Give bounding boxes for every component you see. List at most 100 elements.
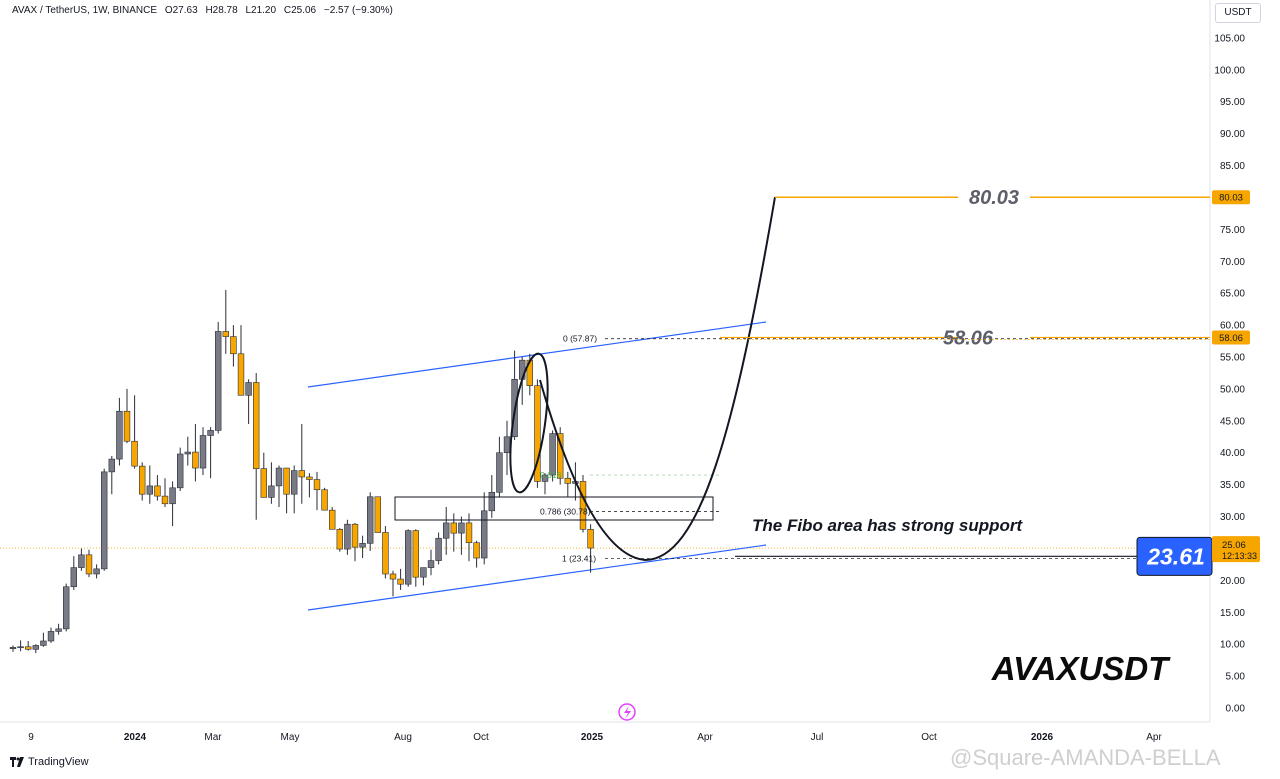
candle-body <box>382 532 389 575</box>
time-tick-label: 2026 <box>1031 732 1054 743</box>
candle-body <box>78 554 85 568</box>
candle-body <box>313 479 321 491</box>
candle-body <box>465 522 473 544</box>
tradingview-logo-icon <box>10 757 24 767</box>
time-axis[interactable]: 9 2024 Mar May Aug Oct 2025 Apr Jul Oct 2026 Apr <box>28 732 1162 743</box>
tradingview-brand[interactable]: TradingView <box>10 756 89 768</box>
candle-body <box>253 382 260 469</box>
candle-body <box>24 646 32 650</box>
candle-body <box>161 495 169 505</box>
current-price-countdown: 12:13:33 <box>1222 551 1257 561</box>
candle-body <box>9 647 17 649</box>
price-tick-label: 20.00 <box>1220 576 1245 587</box>
candle-body <box>275 467 283 487</box>
fib-level-label: 1 (23.41) <box>562 554 596 564</box>
candle-body <box>93 568 100 575</box>
candle-body <box>139 465 146 495</box>
ohlc-close: C25.06 <box>283 5 317 16</box>
candle-body <box>215 331 222 431</box>
price-tick-label: 35.00 <box>1220 480 1245 491</box>
candle-body <box>131 440 138 467</box>
currency-label[interactable]: USDT <box>1215 3 1261 23</box>
candle-body <box>473 542 480 559</box>
price-tick-label: 45.00 <box>1220 416 1245 427</box>
time-tick-label: Apr <box>697 732 713 743</box>
spike-ellipse <box>509 352 549 494</box>
candle-body <box>480 510 488 559</box>
ohlc-open: O27.63 <box>164 5 198 16</box>
symbol-title[interactable]: AVAX / TetherUS, 1W, BINANCE <box>12 5 158 16</box>
price-tick-label: 85.00 <box>1220 161 1245 172</box>
time-tick-label: May <box>281 732 300 743</box>
price-tick-label: 105.00 <box>1214 33 1245 44</box>
candle-body <box>503 436 511 454</box>
candle-body <box>222 331 229 337</box>
candle-body <box>283 467 290 495</box>
candle-body <box>587 529 594 549</box>
candle-body <box>184 451 191 455</box>
candle-body <box>366 496 374 544</box>
candle-body <box>47 631 55 642</box>
price-tick-label: 10.00 <box>1220 640 1245 651</box>
candle-body <box>336 529 343 550</box>
support-annotation: The Fibo area has strong support <box>752 516 1023 535</box>
time-tick-label: 2024 <box>124 732 147 743</box>
price-axis[interactable]: 0.005.0010.0015.0020.0025.0030.0035.0040… <box>1212 33 1260 715</box>
candle-body <box>207 430 214 436</box>
candle-body <box>427 560 435 568</box>
candle-body <box>177 453 184 489</box>
candle-body <box>40 640 47 646</box>
fib-level-label: 0 (57.87) <box>563 334 597 344</box>
candle-body <box>32 645 40 650</box>
candle-body <box>169 487 176 505</box>
candle-body <box>116 410 123 460</box>
lightning-icon <box>618 703 636 721</box>
candle-body <box>496 452 503 493</box>
price-tick-label: 15.00 <box>1220 608 1245 619</box>
candle-body <box>306 476 313 480</box>
candle-body <box>389 573 397 580</box>
target-price-tag <box>1212 330 1250 345</box>
price-tick-label: 90.00 <box>1220 129 1245 140</box>
candle-body <box>321 489 328 511</box>
target-label: 80.03 <box>969 187 1019 209</box>
candle-body <box>541 474 549 482</box>
candle-body <box>458 522 465 534</box>
price-tick-label: 30.00 <box>1220 512 1245 523</box>
candle-body <box>146 485 153 495</box>
price-tick-label: 55.00 <box>1220 352 1245 363</box>
target-price-tag <box>1212 190 1250 205</box>
candle-body <box>442 522 450 539</box>
candle-body <box>108 458 116 473</box>
fib-support-zone <box>394 496 714 521</box>
candle-body <box>549 433 556 476</box>
candle-body <box>298 470 305 478</box>
candle-body <box>450 522 457 534</box>
candles <box>9 289 594 654</box>
candle-body <box>237 353 245 396</box>
candle-body <box>579 481 587 530</box>
candle-body <box>245 382 252 396</box>
candle-body <box>420 567 427 578</box>
chart-grid <box>0 0 1211 723</box>
symbol-annotation: AVAXUSDT <box>991 650 1171 687</box>
candle-body <box>62 586 70 630</box>
candle-body <box>435 537 442 561</box>
target-price-tag-label: 80.03 <box>1219 193 1243 204</box>
time-tick-label: 2025 <box>581 732 604 743</box>
time-tick-label: Aug <box>394 732 412 743</box>
candle-body <box>488 491 495 512</box>
analysis-overlay: 0 (57.87) 0.618 0.786 (30.78) 1 (23.41) 80.0… <box>394 187 1213 721</box>
candle-body <box>359 543 366 548</box>
candle-body <box>230 336 237 355</box>
candle-body <box>328 509 336 530</box>
candle-body <box>290 470 298 495</box>
candle-body <box>101 471 108 570</box>
candle-body <box>374 496 381 533</box>
chart-header: AVAX / TetherUS, 1W, BINANCE O27.63 H28.… <box>12 5 398 16</box>
ohlc-low: L21.20 <box>245 5 277 16</box>
projection-curve <box>539 196 776 562</box>
price-tick-label: 0.00 <box>1226 704 1246 715</box>
candle-body <box>85 554 93 575</box>
